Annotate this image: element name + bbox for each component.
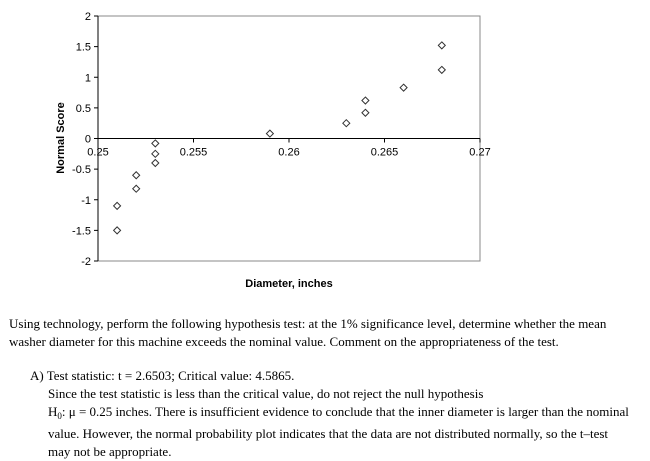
x-tick-label: 0.265 xyxy=(371,147,399,159)
y-tick-label: -1.5 xyxy=(72,225,91,237)
answer-stats: Test statistic: t = 2.6503; Critical val… xyxy=(46,368,295,383)
data-point xyxy=(361,96,370,105)
normal-probability-plot: 2 1.5 1 0.5 0 -0.5 -1 -1.5 -2 0.25 0.255 0.26 0.265… xyxy=(55,11,491,290)
data-point xyxy=(131,171,141,180)
y-tick-label: -2 xyxy=(81,256,91,268)
data-point xyxy=(151,158,160,168)
data-points xyxy=(112,41,447,235)
data-point xyxy=(131,184,141,193)
y-tick-label: 0 xyxy=(85,134,91,146)
data-point xyxy=(437,65,447,75)
null-hypothesis-subscript: 0 xyxy=(57,411,62,421)
y-tick-label: 1.5 xyxy=(76,42,91,54)
data-point xyxy=(361,108,370,117)
data-point xyxy=(342,118,351,128)
y-tick-label: -0.5 xyxy=(72,164,91,176)
x-tick-label: 0.26 xyxy=(278,147,299,159)
answer-label: A) xyxy=(30,368,44,383)
answer-option-a: A) Test statistic: t = 2.6503; Critical … xyxy=(30,367,630,461)
y-tick-label: -1 xyxy=(81,195,91,207)
data-point xyxy=(265,129,275,138)
y-tick-label: 1 xyxy=(85,72,91,84)
y-tick-label: 0.5 xyxy=(76,103,91,115)
x-tick-label: 0.255 xyxy=(180,147,208,159)
x-tick-labels: 0.25 0.255 0.26 0.265 0.27 xyxy=(87,147,490,159)
axes xyxy=(94,15,481,262)
data-point xyxy=(112,201,122,211)
x-tick-label: 0.25 xyxy=(87,147,108,159)
null-hypothesis-symbol: H xyxy=(48,404,58,419)
y-axis-title: Normal Score xyxy=(55,102,67,174)
answer-conclusion: Since the test statistic is less than th… xyxy=(30,385,630,461)
answer-rest: : μ = 0.25 inches. There is insufficient… xyxy=(48,404,629,459)
question-text: Using technology, perform the following … xyxy=(9,316,607,349)
data-point xyxy=(437,41,447,50)
data-point xyxy=(151,149,160,159)
data-point xyxy=(399,83,408,92)
answer-line1: Since the test statistic is less than th… xyxy=(48,386,484,401)
y-tick-labels: 2 1.5 1 0.5 0 -0.5 -1 -1.5 -2 xyxy=(72,11,91,268)
data-point xyxy=(112,226,122,235)
x-axis-title: Diameter, inches xyxy=(245,278,332,290)
y-tick-label: 2 xyxy=(85,11,91,23)
data-point xyxy=(151,139,160,148)
x-tick-label: 0.27 xyxy=(469,147,490,159)
